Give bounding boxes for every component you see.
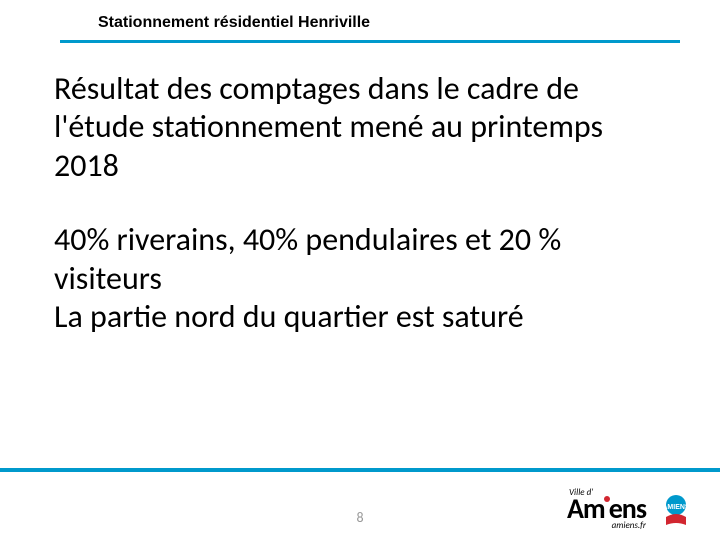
header-title: Stationnement résidentiel Henriville: [98, 14, 680, 32]
logo-accent-dot-icon: [604, 496, 610, 502]
body-paragraph-2: 40% riverains, 40% pendulaires et 20 % v…: [54, 221, 660, 336]
logo-url: amiens.fr: [612, 521, 646, 530]
body-paragraph-1: Résultat des comptages dans le cadre de …: [54, 70, 660, 185]
header: Stationnement résidentiel Henriville: [98, 14, 680, 32]
footer-divider: [0, 468, 720, 472]
header-divider: [60, 40, 680, 43]
amiens-logo: Ville d' Amens amiens.fr: [567, 488, 646, 530]
logo-region: Ville d' Amens amiens.fr AMIENS: [567, 488, 696, 530]
body: Résultat des comptages dans le cadre de …: [54, 70, 660, 336]
logo-city-name: Amens: [567, 495, 646, 523]
svg-text:AMIENS: AMIENS: [662, 504, 690, 511]
slide: Stationnement résidentiel Henriville Rés…: [0, 0, 720, 540]
amiens-secondary-logo-icon: AMIENS: [656, 489, 696, 529]
